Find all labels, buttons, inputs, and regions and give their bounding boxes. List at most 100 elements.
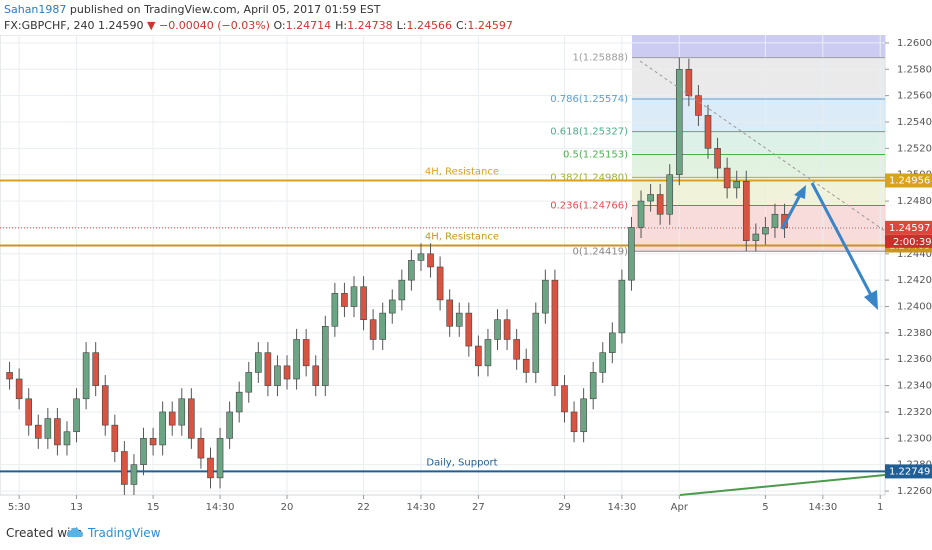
candle-body <box>350 286 358 307</box>
candle-body <box>484 339 492 367</box>
x-tick-label: 27 <box>472 502 485 513</box>
ohlc-key: L: <box>396 19 407 32</box>
price-tag-label: 1.24597 <box>889 223 930 234</box>
candle-body <box>73 398 80 433</box>
candle-body <box>369 319 377 340</box>
candle-body <box>331 293 339 327</box>
fib-label: 0.382(1.24980) <box>550 172 628 183</box>
fib-band <box>632 57 885 100</box>
x-tick-label: 5:30 <box>8 502 30 513</box>
y-tick-label: 1.23000 <box>897 433 932 444</box>
candle-body <box>714 148 721 169</box>
candle-body <box>34 424 42 439</box>
candle-body <box>235 391 243 413</box>
candle-body <box>283 365 291 380</box>
price-tag-label: 1.22749 <box>889 466 930 477</box>
candle-body <box>723 167 731 189</box>
x-tick-label: 13 <box>70 502 83 513</box>
symbol: FX:GBPCHF, 240 <box>4 19 95 32</box>
candle-body <box>465 312 473 347</box>
candle-body <box>503 319 511 340</box>
candle-body <box>532 312 540 373</box>
chart: 1(1.25888) 0.786(1.25574) 0.618(1.25327) 0.… <box>0 35 932 513</box>
candle-body <box>63 431 71 446</box>
candle-body <box>609 332 616 353</box>
candle-body <box>455 312 463 327</box>
x-tick-label: 22 <box>357 502 370 513</box>
candle-body <box>513 339 520 360</box>
candle-body <box>742 181 750 241</box>
candle-body <box>408 260 415 281</box>
header: Sahan1987 published on TradingView.com, … <box>0 0 932 35</box>
candle-body <box>274 365 281 386</box>
last-price: 1.24590 <box>98 19 144 32</box>
candle-body <box>216 438 224 479</box>
candle-body <box>685 68 693 96</box>
candle-body <box>599 352 607 373</box>
created-with: Created with <box>6 526 83 540</box>
candle-body <box>379 312 387 340</box>
y-tick-label: 1.25600 <box>897 91 932 102</box>
candle-body <box>675 68 683 176</box>
arrows <box>780 182 878 310</box>
brand[interactable]: TradingView <box>88 526 161 540</box>
x-tick-label: 14:30 <box>808 502 837 513</box>
logo <box>66 527 83 537</box>
trend-line <box>639 60 886 232</box>
candle-body <box>427 253 434 268</box>
candle-body <box>82 352 90 400</box>
candle-body <box>140 438 147 465</box>
candle-body <box>542 279 549 314</box>
footer: Created with TradingView <box>0 515 932 550</box>
candle-body <box>656 194 664 215</box>
candle-body <box>264 352 272 386</box>
level-name: 4H, Resistance <box>425 167 499 178</box>
candle-body <box>341 293 348 307</box>
y-tick-label: 1.24200 <box>897 275 932 286</box>
price-tag <box>885 464 932 479</box>
ohlc-value: 1.24714 <box>285 19 332 32</box>
candle-body <box>245 372 253 393</box>
y-tick-label: 1.25800 <box>897 64 932 75</box>
candle-body <box>637 200 645 228</box>
countdown-label: 2:00:39 <box>893 237 932 248</box>
ohlc-key: C: <box>455 19 468 32</box>
candle-body <box>695 95 702 116</box>
candle-body <box>561 385 568 413</box>
ohlc-key: O: <box>273 19 286 32</box>
y-tick-label: 1.26000 <box>897 38 932 49</box>
fib-label: 0.618(1.25327) <box>550 127 628 138</box>
price-tag <box>885 173 932 188</box>
published: published on TradingView.com, April 05, … <box>69 3 381 16</box>
fib-label: 0.5(1.25153) <box>563 150 628 161</box>
author[interactable]: Sahan1987 <box>4 3 67 16</box>
x-tick-label: 14:30 <box>206 502 235 513</box>
candle-body <box>570 411 578 433</box>
candle-body <box>647 194 654 202</box>
candle-body <box>44 418 52 439</box>
symbol-line: FX:GBPCHF, 240 1.24590 ▼ −0.00040 (−0.03… <box>4 19 517 32</box>
candle-body <box>522 358 530 373</box>
candle-body <box>159 411 166 446</box>
candle-body <box>312 365 320 386</box>
candle-body <box>618 279 626 334</box>
fib-label: 0.786(1.25574) <box>550 94 628 105</box>
candle-body <box>771 213 779 228</box>
candle-body <box>121 451 128 485</box>
countdown-tag <box>885 234 932 248</box>
ohlc-key: H: <box>335 19 348 32</box>
candle-body <box>589 372 597 400</box>
x-tick-label: 20 <box>281 502 294 513</box>
candle-body <box>92 352 99 386</box>
candle-body <box>417 253 425 261</box>
trend-line-green <box>679 474 886 496</box>
candle-body <box>226 411 233 439</box>
y-tick-label: 1.23600 <box>897 354 932 365</box>
candle-body <box>101 385 109 426</box>
x-tick-label: 14:30 <box>407 502 436 513</box>
candle-body <box>475 345 482 367</box>
candle-body <box>551 279 559 386</box>
x-tick-label: 15 <box>147 502 160 513</box>
candle-body <box>149 438 157 446</box>
